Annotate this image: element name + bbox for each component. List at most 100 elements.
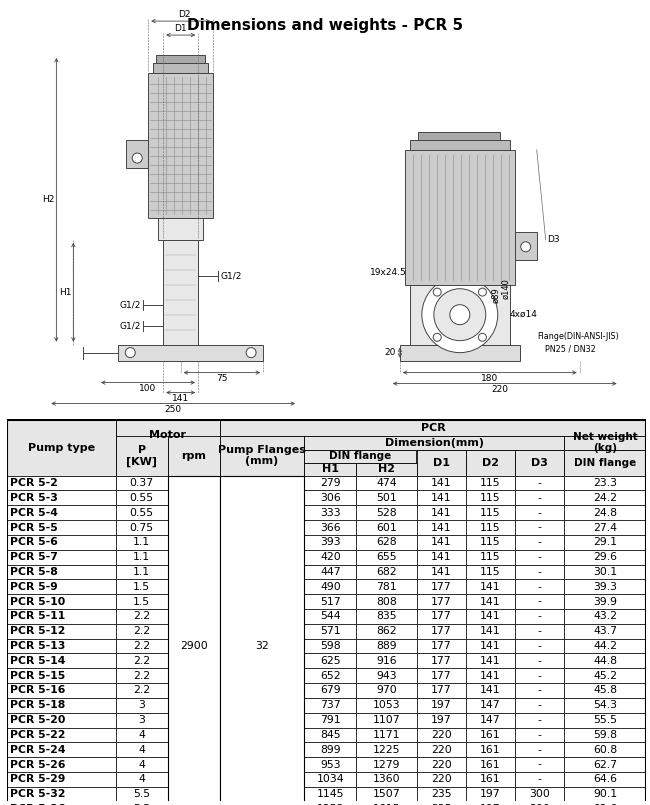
Bar (417, 772, 465, 786)
Bar (304, 436, 564, 450)
Bar (417, 450, 465, 476)
Text: 2.2: 2.2 (133, 671, 150, 681)
Text: 30.1: 30.1 (593, 567, 617, 577)
Bar (116, 638, 168, 654)
Bar (515, 712, 564, 728)
Text: 115: 115 (480, 552, 500, 562)
Text: 141: 141 (431, 508, 451, 518)
Bar (304, 668, 356, 683)
Text: 1279: 1279 (372, 760, 400, 770)
Text: -: - (538, 745, 541, 755)
Bar (515, 772, 564, 786)
Text: -: - (538, 700, 541, 710)
Circle shape (246, 348, 256, 357)
Text: 60.8: 60.8 (593, 745, 617, 755)
Bar (356, 535, 417, 550)
Bar (465, 638, 515, 654)
Text: 250: 250 (164, 405, 182, 414)
Text: 177: 177 (431, 626, 451, 636)
Text: ø35: ø35 (452, 308, 467, 317)
Bar (6, 520, 116, 535)
Text: 0.37: 0.37 (130, 478, 154, 488)
Text: PCR 5-13: PCR 5-13 (10, 641, 66, 651)
Text: PCR 5-16: PCR 5-16 (10, 686, 66, 696)
Text: PCR 5-14: PCR 5-14 (10, 656, 66, 666)
Bar (356, 786, 417, 802)
Text: D3: D3 (547, 235, 559, 244)
Text: 501: 501 (376, 493, 396, 503)
Text: 220: 220 (491, 385, 508, 394)
Bar (564, 758, 646, 772)
Text: 59.8: 59.8 (593, 730, 617, 740)
Text: ø89: ø89 (492, 287, 500, 303)
Bar (116, 436, 168, 476)
Text: -: - (538, 567, 541, 577)
Text: 45.8: 45.8 (593, 686, 617, 696)
Bar (156, 55, 205, 63)
Text: 44.8: 44.8 (593, 656, 617, 666)
Text: 177: 177 (431, 597, 451, 607)
Circle shape (450, 305, 470, 324)
Text: 141: 141 (172, 394, 189, 402)
Bar (465, 712, 515, 728)
Bar (564, 490, 646, 506)
Bar (116, 683, 168, 698)
Text: 3: 3 (138, 715, 145, 725)
Bar (564, 609, 646, 624)
Text: 916: 916 (376, 656, 396, 666)
Text: 20: 20 (385, 348, 396, 357)
Bar (168, 436, 220, 476)
Bar (304, 654, 356, 668)
Bar (116, 654, 168, 668)
Text: 100: 100 (139, 384, 157, 393)
Bar (515, 594, 564, 609)
Text: PCR 5-9: PCR 5-9 (10, 582, 58, 592)
Bar (304, 476, 356, 490)
Text: -: - (538, 522, 541, 532)
Bar (304, 638, 356, 654)
Bar (465, 450, 515, 476)
Bar (564, 436, 646, 450)
Bar (417, 802, 465, 805)
Bar (116, 535, 168, 550)
Bar (356, 802, 417, 805)
Bar (515, 476, 564, 490)
Bar (515, 758, 564, 772)
Text: 19x24.5: 19x24.5 (370, 268, 407, 277)
Bar (356, 609, 417, 624)
Bar (564, 506, 646, 520)
Bar (465, 580, 515, 594)
Bar (417, 742, 465, 758)
Text: DIN flange: DIN flange (330, 451, 391, 461)
Text: 1.1: 1.1 (133, 552, 150, 562)
Bar (116, 802, 168, 805)
Text: PCR 5-32: PCR 5-32 (10, 789, 66, 799)
Text: D1: D1 (174, 24, 187, 33)
Bar (564, 742, 646, 758)
Bar (515, 742, 564, 758)
Text: 1.1: 1.1 (133, 537, 150, 547)
Text: 835: 835 (376, 611, 396, 621)
Bar (515, 450, 564, 476)
Text: 141: 141 (480, 626, 500, 636)
Bar (6, 654, 116, 668)
Bar (304, 564, 356, 580)
Text: 54.3: 54.3 (593, 700, 617, 710)
Text: 180: 180 (481, 374, 499, 382)
Text: 889: 889 (376, 641, 396, 651)
Text: 44.2: 44.2 (593, 641, 617, 651)
Bar (116, 742, 168, 758)
Text: 220: 220 (431, 774, 452, 784)
Bar (6, 712, 116, 728)
Text: PCR 5-3: PCR 5-3 (10, 493, 58, 503)
Bar (158, 218, 203, 240)
Text: 115: 115 (480, 508, 500, 518)
Text: 24.2: 24.2 (593, 493, 617, 503)
Text: 141: 141 (480, 597, 500, 607)
Bar (304, 728, 356, 742)
Text: 3: 3 (138, 700, 145, 710)
Bar (356, 698, 417, 712)
Text: 1053: 1053 (372, 700, 400, 710)
Bar (417, 683, 465, 698)
Text: 601: 601 (376, 522, 396, 532)
